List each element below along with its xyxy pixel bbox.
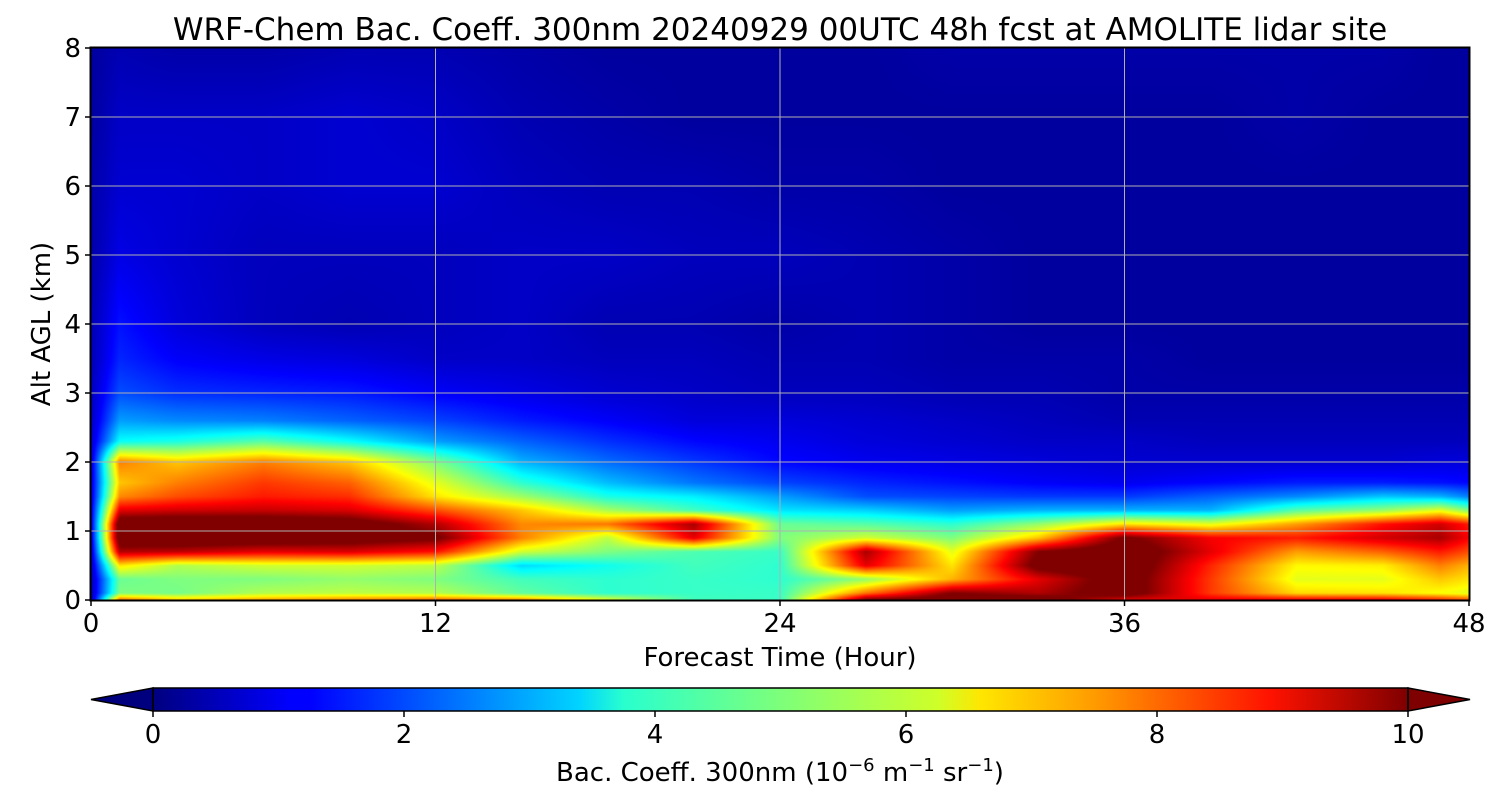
colorbar-label-mid2: sr	[935, 758, 968, 788]
x-axis-ticks: 0 12 24 36 48	[83, 600, 1486, 639]
y-axis-ticks: 0 1 2 3 4 5 6 7 8	[64, 34, 91, 616]
x-tick-label: 0	[83, 609, 100, 639]
y-axis-label: Alt AGL (km)	[27, 242, 57, 406]
colorbar-label-exp1: −6	[848, 755, 875, 776]
colorbar-extend-low	[90, 687, 154, 712]
y-tick-label: 7	[64, 103, 81, 133]
x-tick-label: 12	[419, 609, 452, 639]
y-tick-label: 2	[64, 448, 81, 478]
x-axis-label: Forecast Time (Hour)	[643, 643, 916, 673]
x-tick-label: 48	[1452, 609, 1485, 639]
x-tick-label: 24	[763, 609, 796, 639]
colorbar-ticks: 0 2 4 6 8 10	[145, 711, 1425, 750]
colorbar-tick-label: 4	[647, 720, 664, 750]
y-tick-label: 4	[64, 310, 81, 340]
colorbar-label-mid: m	[875, 758, 909, 788]
colorbar-label-main: Bac. Coeff. 300nm (10	[556, 758, 848, 788]
y-tick-label: 5	[64, 241, 81, 271]
x-tick-label: 36	[1108, 609, 1141, 639]
colorbar	[153, 688, 1408, 711]
colorbar-label-end: )	[994, 758, 1004, 788]
colorbar-tick-label: 6	[898, 720, 915, 750]
colorbar-tick-label: 2	[396, 720, 413, 750]
y-tick-label: 0	[64, 586, 81, 616]
colorbar-label: Bac. Coeff. 300nm (10−6 m−1 sr−1)	[556, 755, 1004, 788]
y-tick-label: 1	[64, 517, 81, 547]
colorbar-label-exp3: −1	[967, 755, 994, 776]
y-tick-label: 8	[64, 34, 81, 64]
colorbar-label-exp2: −1	[908, 755, 935, 776]
y-tick-label: 6	[64, 172, 81, 202]
colorbar-tick-label: 8	[1149, 720, 1166, 750]
chart-title: WRF-Chem Bac. Coeff. 300nm 20240929 00UT…	[173, 12, 1387, 48]
colorbar-frame	[152, 687, 1409, 712]
colorbar-tick-label: 0	[145, 720, 162, 750]
y-tick-label: 3	[64, 379, 81, 409]
colorbar-extend-high	[1407, 687, 1471, 712]
colorbar-tick-label: 10	[1391, 720, 1424, 750]
